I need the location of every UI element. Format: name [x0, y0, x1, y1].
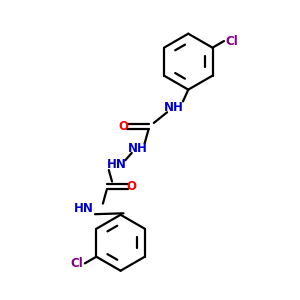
- Text: NH: NH: [128, 142, 148, 155]
- Text: O: O: [127, 180, 136, 193]
- Text: O: O: [119, 120, 129, 133]
- Text: HN: HN: [107, 158, 127, 171]
- Text: Cl: Cl: [70, 257, 83, 270]
- Text: HN: HN: [74, 202, 94, 215]
- Text: NH: NH: [164, 101, 184, 114]
- Text: Cl: Cl: [225, 34, 238, 48]
